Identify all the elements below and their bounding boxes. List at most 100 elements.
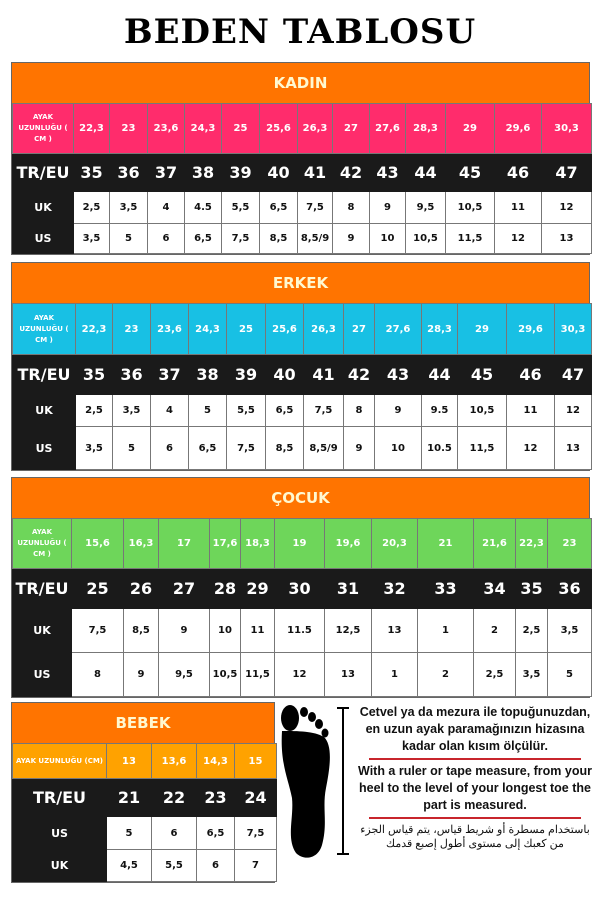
section-title: ÇOCUK [12,478,589,518]
row-label: US [12,816,107,850]
size-cell: 24 [234,778,277,817]
measure-ruler [337,707,349,855]
size-cell: 3,5 [547,608,592,653]
size-cell: 9 [158,608,210,653]
size-cell: 6 [151,816,197,850]
size-cell: 45 [445,153,495,192]
size-cell: 22,3 [75,303,113,355]
divider [369,817,581,819]
size-cell: 23 [547,518,592,569]
section-title: ERKEK [12,263,589,303]
size-cell: 27 [158,568,210,609]
size-cell: 35 [515,568,548,609]
size-cell: 27,6 [369,103,406,154]
size-table-erkek: ERKEK AYAK UZUNLUĞU ( CM ) 22,3 23 23,6 24,3 2… [11,262,592,471]
size-cell: 2 [473,608,516,653]
size-cell: 8,5/9 [303,426,344,470]
size-table-çocuk: ÇOCUK AYAK UZUNLUĞU ( CM ) 15,6 16,3 17 17,6 1… [11,477,592,698]
size-cell: 10 [369,223,406,254]
size-cell: 9.5 [421,394,458,427]
size-cell: 24,3 [184,103,222,154]
size-cell: 23,6 [147,103,185,154]
row-label: UK [12,849,107,882]
size-table-bebek: BEBEK AYAK UZUNLUĞU (CM) 13 13,6 14,3 15 TR/EU… [11,702,277,883]
size-cell: 28,3 [421,303,458,355]
size-cell: 9 [369,191,406,224]
size-cell: 8,5 [123,608,159,653]
size-cell: 4 [150,394,189,427]
size-cell: 3,5 [112,394,151,427]
size-cell: 35 [73,153,110,192]
size-cell: 6 [147,223,185,254]
size-cell: 36 [112,354,151,395]
size-cell: 25 [71,568,124,609]
instruction-en: With a ruler or tape measure, from your … [358,764,592,812]
size-cell: 37 [150,354,189,395]
size-cell: 26 [123,568,159,609]
size-cell: 7 [234,849,277,882]
size-cell: 7,5 [221,223,260,254]
row-label: US [12,426,76,470]
size-cell: 26,3 [303,303,344,355]
size-cell: 3,5 [73,223,110,254]
row-uk: UK 4,5 5,5 6 7 [12,849,277,882]
row-us: US 5 6 6,5 7,5 [12,816,277,850]
size-cell: 5 [547,652,592,697]
size-cell: 11 [240,608,275,653]
size-cell: 47 [541,153,592,192]
size-cell: 23 [109,103,148,154]
size-cell: 45 [457,354,507,395]
row-cm: AYAK UZUNLUĞU (CM) 13 13,6 14,3 15 [12,743,277,779]
size-cell: 27 [343,303,375,355]
size-cell: 36 [547,568,592,609]
size-cell: 43 [369,153,406,192]
row-label: US [12,652,72,697]
size-cell: 11 [494,191,542,224]
size-cell: 32 [371,568,418,609]
page-title: BEDEN TABLOSU [123,12,477,52]
size-cell: 17,6 [209,518,241,569]
size-cell: 19 [274,518,325,569]
size-cell: 23 [196,778,235,817]
size-cell: 2 [417,652,474,697]
size-cell: 39 [221,153,260,192]
size-cell: 44 [421,354,458,395]
size-cell: 25 [221,103,260,154]
size-cell: 31 [324,568,372,609]
size-cell: 30 [274,568,325,609]
size-cell: 9 [123,652,159,697]
measure-instructions: Cetvel ya da mezura ile topuğunuzdan, en… [355,704,595,851]
row-label: AYAK UZUNLUĞU ( CM ) [12,518,72,569]
size-cell: 25 [226,303,266,355]
size-cell: 6,5 [265,394,304,427]
row-uk: UK 2,5 3,5 4 5 5,5 6,5 7,5 8 9 9.5 10,5 11 12 [12,394,592,427]
size-cell: 10.5 [421,426,458,470]
size-cell: 47 [554,354,592,395]
size-cell: 1 [371,652,418,697]
size-cell: 9,5 [405,191,446,224]
size-cell: 24,3 [188,303,227,355]
size-cell: 21 [106,778,152,817]
size-cell: 41 [303,354,344,395]
row-cm: AYAK UZUNLUĞU ( CM ) 15,6 16,3 17 17,6 18,3 19… [12,518,592,569]
instruction-ar: باستخدام مسطرة أو شريط قياس، يتم قياس ال… [360,824,590,850]
size-cell: 17 [158,518,210,569]
size-cell: 29 [240,568,275,609]
row-us: US 3,5 5 6 6,5 7,5 8,5 8,5/9 9 10 10,5 11,5 12 13 [12,223,592,254]
size-cell: 6,5 [188,426,227,470]
size-cell: 11,5 [445,223,495,254]
size-cell: 25,6 [259,103,298,154]
size-cell: 10 [209,608,241,653]
size-cell: 7,5 [226,426,266,470]
size-cell: 18,3 [240,518,275,569]
size-cell: 13 [541,223,592,254]
size-cell: 2,5 [75,394,113,427]
row-label: AYAK UZUNLUĞU ( CM ) [12,103,74,154]
size-cell: 23,6 [150,303,189,355]
size-cell: 19,6 [324,518,372,569]
size-cell: 8 [332,191,370,224]
size-cell: 10,5 [457,394,507,427]
size-cell: 46 [506,354,555,395]
size-cell: 15 [234,743,277,779]
size-cell: 10 [374,426,422,470]
